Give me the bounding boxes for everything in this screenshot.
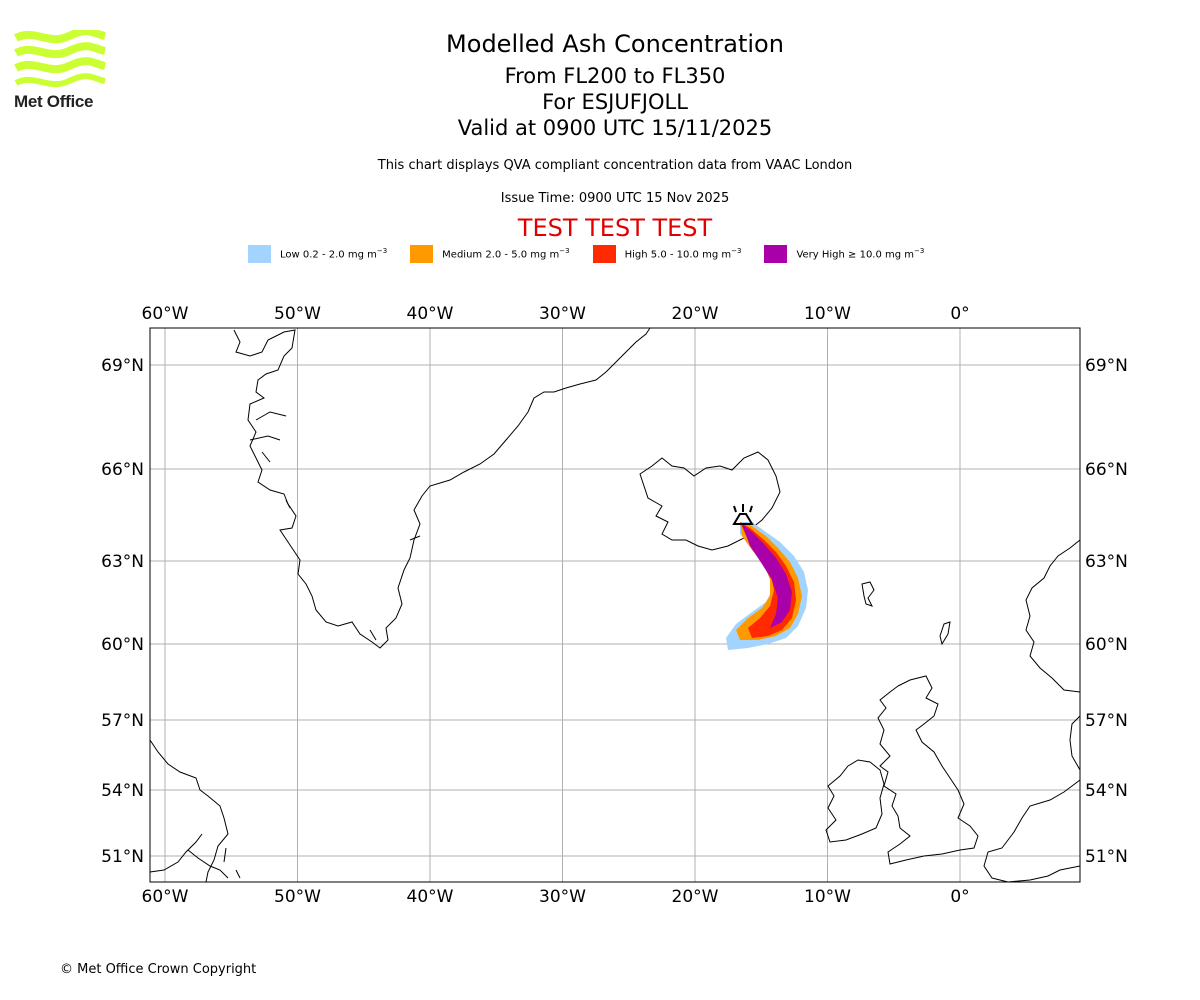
lon-label-top: 50°W <box>274 304 321 324</box>
legend-label-medium: Medium 2.0 - 5.0 mg m−3 <box>442 247 570 261</box>
lat-label-right: 69°N <box>1085 356 1128 376</box>
lon-label-bottom: 30°W <box>539 887 586 907</box>
volcano-icon <box>732 504 754 525</box>
lat-label-right: 63°N <box>1085 552 1128 572</box>
coastline-newfoundland <box>187 847 241 879</box>
coastline-iceland <box>639 451 781 551</box>
legend-label-low: Low 0.2 - 2.0 mg m−3 <box>280 247 388 261</box>
map-gridlines <box>150 328 1080 882</box>
legend-item-low: Low 0.2 - 2.0 mg m−3 <box>248 245 387 263</box>
legend-swatch-low <box>248 245 271 263</box>
volcano-name: For ESJUFJOLL <box>542 90 688 114</box>
coastline-norway <box>1025 539 1081 693</box>
coastline-europe <box>983 715 1081 883</box>
lat-label-right: 51°N <box>1085 847 1128 867</box>
lon-label-bottom: 0° <box>950 887 969 907</box>
lat-label-right: 60°N <box>1085 635 1128 655</box>
lat-label-left: 57°N <box>101 711 144 731</box>
coastline-great-britain <box>877 675 979 865</box>
chart-description: This chart displays QVA compliant concen… <box>377 158 853 173</box>
coastlines <box>149 327 1081 883</box>
valid-time: Valid at 0900 UTC 15/11/2025 <box>457 116 773 140</box>
chart-title: Modelled Ash Concentration <box>446 30 784 58</box>
legend: Low 0.2 - 2.0 mg m−3 Medium 2.0 - 5.0 mg… <box>248 244 947 264</box>
coastline-shetland <box>939 621 951 646</box>
map-tick-labels: 60°W 60°W 50°W 50°W 40°W 40°W 30°W 30°W 20°W 20°W… <box>101 304 1128 907</box>
lat-label-right: 66°N <box>1085 460 1128 480</box>
lat-label-left: 69°N <box>101 356 144 376</box>
lon-label-bottom: 40°W <box>407 887 454 907</box>
copyright: © Met Office Crown Copyright <box>60 962 257 977</box>
test-banner: TEST TEST TEST <box>517 214 713 242</box>
lat-label-left: 60°N <box>101 635 144 655</box>
lat-label-left: 66°N <box>101 460 144 480</box>
legend-swatch-high <box>592 245 616 263</box>
coastline-greenland <box>233 327 651 649</box>
lat-label-left: 54°N <box>101 781 144 801</box>
lon-label-top: 60°W <box>142 304 189 324</box>
legend-item-medium: Medium 2.0 - 5.0 mg m−3 <box>410 245 570 263</box>
coastline-greenland-fjords <box>249 411 421 641</box>
lon-label-bottom: 50°W <box>274 887 321 907</box>
lon-label-bottom: 60°W <box>142 887 189 907</box>
legend-label-high: High 5.0 - 10.0 mg m−3 <box>624 247 742 261</box>
lon-label-top: 10°W <box>804 304 851 324</box>
lon-label-top: 0° <box>950 304 969 324</box>
map-frame <box>149 327 1081 883</box>
lon-label-top: 30°W <box>539 304 586 324</box>
coastline-faroe-islands <box>861 581 875 607</box>
coastline-labrador <box>149 739 229 883</box>
lat-label-left: 51°N <box>101 847 144 867</box>
lat-label-right: 57°N <box>1085 711 1128 731</box>
issue-time: Issue Time: 0900 UTC 15 Nov 2025 <box>500 191 730 206</box>
met-office-logo-text: Met Office <box>14 92 94 111</box>
lat-label-left: 63°N <box>101 552 144 572</box>
coastline-ireland <box>825 759 885 843</box>
legend-swatch-medium <box>410 245 434 263</box>
legend-label-very-high: Very High ≥ 10.0 mg m−3 <box>796 247 925 261</box>
legend-item-very-high: Very High ≥ 10.0 mg m−3 <box>764 245 924 263</box>
legend-item-high: High 5.0 - 10.0 mg m−3 <box>592 245 742 263</box>
met-office-logo-icon <box>14 30 106 88</box>
lon-label-bottom: 10°W <box>804 887 851 907</box>
lon-label-top: 20°W <box>672 304 719 324</box>
lat-label-right: 54°N <box>1085 781 1128 801</box>
legend-swatch-very-high <box>764 245 788 263</box>
ash-plume-very-high <box>742 524 792 628</box>
lon-label-bottom: 20°W <box>672 887 719 907</box>
flight-levels: From FL200 to FL350 <box>504 64 726 88</box>
lon-label-top: 40°W <box>407 304 454 324</box>
ash-plume <box>726 522 808 650</box>
